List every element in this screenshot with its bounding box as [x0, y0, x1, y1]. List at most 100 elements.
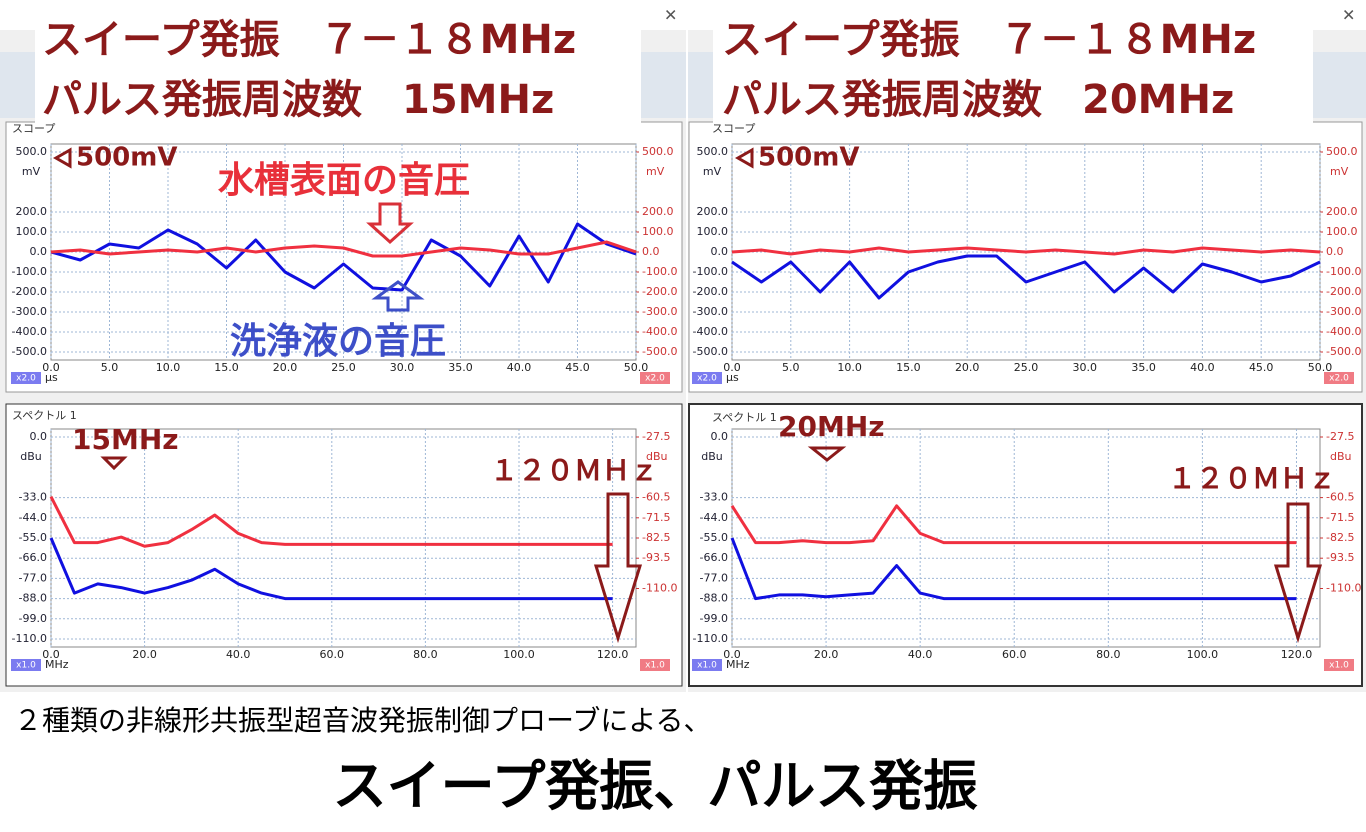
y-tick-label: 500.0: [16, 145, 48, 158]
panel-title: スイープ発振 ７－１８MHz: [722, 17, 1256, 63]
scale-badge: [1324, 659, 1354, 671]
y-unit: mV: [703, 165, 722, 178]
x-tick-label: 50.0: [1308, 361, 1333, 374]
y2-tick-label: -500.0: [642, 345, 677, 358]
x-unit: MHz: [45, 658, 69, 671]
x-tick-label: 15.0: [896, 361, 921, 374]
trace: [730, 504, 1297, 545]
y2-unit: mV: [646, 165, 665, 178]
y2-tick-label: -71.5: [642, 511, 670, 524]
y-tick-label: -500.0: [693, 345, 728, 358]
tab-label: スペクトル 1: [712, 411, 777, 424]
trace: [50, 240, 637, 258]
y-tick-label: 200.0: [697, 205, 729, 218]
scale-badge: [1324, 372, 1354, 384]
y2-tick-label: -27.5: [642, 430, 670, 443]
y-tick-label: -300.0: [12, 305, 47, 318]
y2-tick-label: 100.0: [1326, 225, 1358, 238]
y2-tick-label: -100.0: [642, 265, 677, 278]
scale-badge: [692, 659, 722, 671]
x-tick-label: 15.0: [214, 361, 239, 374]
x-tick-label: 40.0: [908, 648, 933, 661]
y2-tick-label: -400.0: [642, 325, 677, 338]
arrow: [371, 280, 425, 312]
y-tick-label: -77.0: [19, 571, 47, 584]
x-tick-label: 45.0: [1249, 361, 1274, 374]
y-tick-label: -400.0: [12, 325, 47, 338]
y2-tick-label: -82.5: [642, 531, 670, 544]
y2-tick-label: -93.5: [642, 551, 670, 564]
chart: スコープ 500.0 200.0 100.0 0.0 -100.0 -200.0 -300.0…: [692, 122, 1361, 384]
annotation-arrows: [52, 147, 1323, 644]
x-tick-label: 5.0: [782, 361, 800, 374]
y2-tick-label: -110.0: [642, 582, 677, 595]
tab-label: スペクトル 1: [12, 409, 77, 422]
x-tick-label: 10.0: [156, 361, 181, 374]
panel-title: パルス発振周波数 15MHz: [42, 77, 554, 123]
y2-tick-label: -60.5: [642, 491, 670, 504]
x-tick-label: 60.0: [1002, 648, 1027, 661]
x-tick-label: 0.0: [42, 361, 60, 374]
x-tick-label: 80.0: [1096, 648, 1121, 661]
x-tick-label: 45.0: [565, 361, 590, 374]
arrow: [807, 446, 847, 462]
x-unit: MHz: [726, 658, 750, 671]
y-tick-label: 0.0: [711, 430, 729, 443]
x-tick-label: 120.0: [597, 648, 629, 661]
y-tick-label: -33.0: [19, 491, 47, 504]
arrow: [52, 147, 72, 169]
tab-label: スコープ: [712, 122, 755, 135]
y-tick-label: -100.0: [12, 265, 47, 278]
x-tick-label: 25.0: [1014, 361, 1039, 374]
y-tick-label: 500.0: [697, 145, 729, 158]
scale-badge: [640, 659, 670, 671]
close-button[interactable]: ✕: [1342, 6, 1355, 25]
scale-label: x2.0: [16, 374, 36, 384]
scale-label: x2.0: [645, 374, 665, 384]
y-tick-label: -110.0: [693, 632, 728, 645]
y-tick-label: -500.0: [12, 345, 47, 358]
annotation: 20MHz: [778, 410, 885, 443]
y-tick-label: 100.0: [16, 225, 48, 238]
y2-tick-label: -400.0: [1326, 325, 1361, 338]
x-tick-label: 50.0: [624, 361, 649, 374]
x-tick-label: 20.0: [273, 361, 298, 374]
y-tick-label: -55.0: [700, 531, 728, 544]
y-tick-label: -44.0: [19, 511, 47, 524]
y-tick-label: -110.0: [12, 632, 47, 645]
y2-tick-label: 200.0: [1326, 205, 1358, 218]
y2-tick-label: 100.0: [642, 225, 674, 238]
y2-tick-label: -71.5: [1326, 511, 1354, 524]
y2-tick-label: -200.0: [642, 285, 677, 298]
x-unit: μs: [726, 371, 739, 384]
y-tick-label: 0.0: [30, 245, 48, 258]
close-button[interactable]: ✕: [664, 6, 677, 25]
y2-tick-label: 500.0: [642, 145, 674, 158]
caption: ２種類の非線形共振型超音波発振制御プローブによる、: [14, 704, 711, 737]
scale-badge: [11, 372, 41, 384]
y2-tick-label: 0.0: [642, 245, 660, 258]
y2-tick-label: -60.5: [1326, 491, 1354, 504]
annotation: 500mV: [758, 143, 860, 173]
y-tick-label: -200.0: [693, 285, 728, 298]
y-tick-label: -55.0: [19, 531, 47, 544]
trace: [730, 537, 1297, 601]
y-tick-label: -88.0: [700, 592, 728, 605]
caption-heading: スイープ発振、パルス発振: [333, 755, 979, 818]
y-tick-label: 0.0: [30, 430, 48, 443]
panel-title: スイープ発振 ７－１８MHz: [42, 17, 576, 63]
x-tick-label: 35.0: [448, 361, 473, 374]
x-tick-label: 100.0: [503, 648, 535, 661]
x-tick-label: 40.0: [1190, 361, 1215, 374]
chart: スコープ 500.0 200.0 100.0 0.0 -100.0 -200.0 -300.0…: [11, 122, 677, 384]
y2-unit: mV: [1330, 165, 1349, 178]
y2-tick-label: -200.0: [1326, 285, 1361, 298]
y-tick-label: 100.0: [697, 225, 729, 238]
trace: [731, 254, 1321, 300]
y-tick-label: -100.0: [693, 265, 728, 278]
y-unit: dBu: [701, 450, 723, 463]
x-tick-label: 40.0: [226, 648, 251, 661]
x-tick-label: 80.0: [413, 648, 438, 661]
title-overlay: [713, 8, 1313, 136]
